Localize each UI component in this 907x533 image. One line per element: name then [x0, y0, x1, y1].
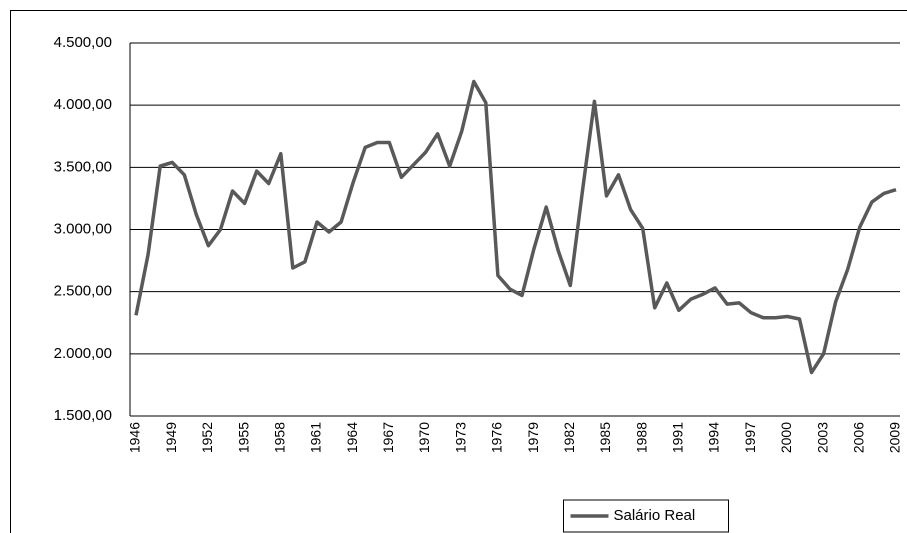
- x-tick-label: 2006: [850, 422, 866, 453]
- x-tick-label: 1970: [416, 422, 432, 453]
- x-tick-label: 1997: [742, 422, 758, 453]
- line-series: [134, 79, 897, 375]
- x-tick-label: 1952: [199, 422, 215, 453]
- x-tick-label: 1964: [344, 422, 360, 453]
- x-tick-label: 2003: [814, 422, 830, 453]
- x-tick-label: 1976: [489, 422, 505, 453]
- x-tick-label: 1955: [235, 422, 251, 453]
- y-tick-label: 2.000,00: [54, 345, 112, 362]
- legend-label: Salário Real: [614, 507, 696, 524]
- y-tick-label: 2.500,00: [54, 283, 112, 300]
- y-tick-label: 1.500,00: [54, 407, 112, 424]
- x-tick-label: 1994: [706, 422, 722, 453]
- x-tick-label: 1967: [380, 422, 396, 453]
- x-tick-label: 1958: [271, 422, 287, 453]
- x-tick-label: 1961: [308, 422, 324, 453]
- x-tick-label: 1946: [127, 422, 143, 453]
- y-tick-label: 4.000,00: [54, 96, 112, 113]
- x-tick-label: 1982: [561, 422, 577, 453]
- x-tick-label: 2000: [778, 422, 794, 453]
- x-tick-label: 2009: [887, 422, 903, 453]
- x-tick-label: 1949: [163, 422, 179, 453]
- x-tick-label: 1991: [670, 422, 686, 453]
- x-tick-label: 1988: [633, 422, 649, 453]
- x-tick-label: 1973: [452, 422, 468, 453]
- chart-border: [10, 10, 907, 533]
- x-tick-label: 1979: [525, 422, 541, 453]
- y-tick-label: 4.500,00: [54, 34, 112, 51]
- y-tick-label: 3.000,00: [54, 220, 112, 237]
- x-tick-label: 1985: [597, 422, 613, 453]
- y-tick-label: 3.500,00: [54, 158, 112, 175]
